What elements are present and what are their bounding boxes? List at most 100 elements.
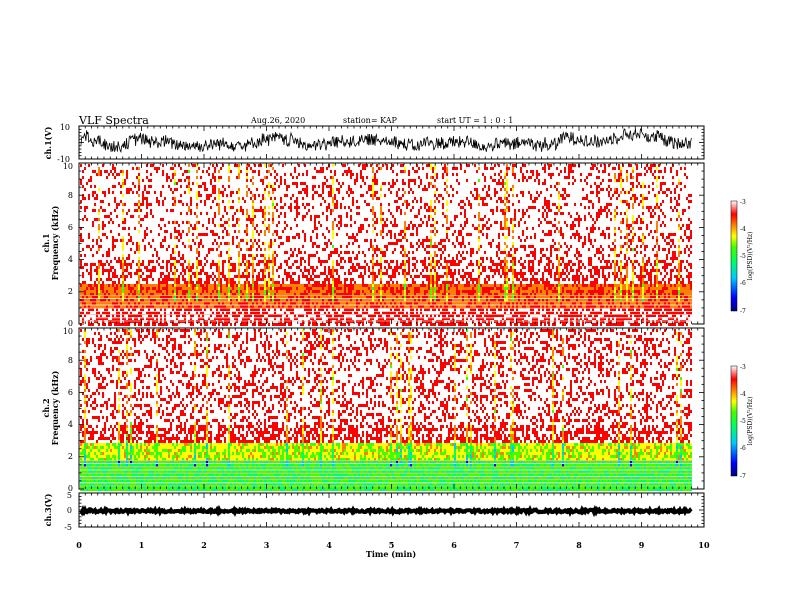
spec-cell xyxy=(184,287,186,290)
spec-cell xyxy=(182,257,184,260)
spec-cell xyxy=(186,257,188,260)
spec-cell xyxy=(150,200,152,203)
spec-cell xyxy=(94,203,96,206)
spec-cell xyxy=(206,269,208,272)
spec-cell xyxy=(184,200,186,203)
spec-cell xyxy=(82,323,84,326)
spec-cell xyxy=(146,215,148,218)
spec-cell xyxy=(156,305,158,308)
spec-cell xyxy=(168,248,170,251)
spec-cell xyxy=(148,323,150,326)
spec-cell xyxy=(246,224,248,227)
spec-cell xyxy=(120,287,122,290)
spec-cell xyxy=(162,299,164,302)
spec-cell xyxy=(250,212,252,215)
spec-cell xyxy=(156,197,158,200)
spec-cell xyxy=(182,266,184,269)
spec-cell xyxy=(166,203,168,206)
spec-cell xyxy=(118,179,120,182)
spec-cell xyxy=(120,200,122,203)
spec-cell xyxy=(130,236,132,239)
spec-cell xyxy=(264,167,266,170)
spec-cell xyxy=(256,206,258,209)
spec-cell xyxy=(100,269,102,272)
spec-cell xyxy=(264,230,266,233)
spec-cell xyxy=(214,215,216,218)
spec-cell xyxy=(110,188,112,191)
spec-cell xyxy=(124,185,126,188)
spec-cell xyxy=(142,194,144,197)
spec-cell xyxy=(96,167,98,170)
spec-cell xyxy=(80,287,82,290)
spec-cell xyxy=(188,263,190,266)
spec-cell xyxy=(220,200,222,203)
spec-cell xyxy=(204,170,206,173)
spec-cell xyxy=(146,299,148,302)
spec-cell xyxy=(170,200,172,203)
spec-cell xyxy=(198,212,200,215)
spec-cell xyxy=(244,164,246,167)
spec-cell xyxy=(226,317,228,320)
spec-cell xyxy=(198,302,200,305)
spec-cell xyxy=(230,320,232,323)
spec-cell xyxy=(144,311,146,314)
spec-cell xyxy=(164,236,166,239)
spec-cell xyxy=(130,254,132,257)
spec-cell xyxy=(108,260,110,263)
spec-cell xyxy=(172,203,174,206)
spec-cell xyxy=(166,170,168,173)
spec-cell xyxy=(130,323,132,326)
spec-cell xyxy=(86,296,88,299)
spec-cell xyxy=(210,302,212,305)
spec-cell xyxy=(118,302,120,305)
spec-cell xyxy=(182,251,184,254)
spec-cell xyxy=(260,308,262,311)
spec-cell xyxy=(176,323,178,326)
spec-cell xyxy=(234,233,236,236)
spec-cell xyxy=(262,176,264,179)
spec-cell xyxy=(140,275,142,278)
spec-cell xyxy=(150,287,152,290)
spec-cell xyxy=(128,287,130,290)
spec-cell xyxy=(236,305,238,308)
spec-cell xyxy=(114,197,116,200)
spec-cell xyxy=(170,173,172,176)
spec-cell xyxy=(144,203,146,206)
spec-cell xyxy=(232,317,234,320)
spec-cell xyxy=(236,302,238,305)
spec-cell xyxy=(112,212,114,215)
spec-cell xyxy=(108,206,110,209)
spec-cell xyxy=(202,215,204,218)
spec-cell xyxy=(92,266,94,269)
spec-cell xyxy=(258,233,260,236)
spec-cell xyxy=(114,248,116,251)
spec-cell xyxy=(120,170,122,173)
spec-cell xyxy=(230,212,232,215)
spec-cell xyxy=(202,254,204,257)
spec-cell xyxy=(86,269,88,272)
spec-cell xyxy=(110,305,112,308)
spec-cell xyxy=(134,185,136,188)
spec-cell xyxy=(202,164,204,167)
spec-cell xyxy=(194,251,196,254)
spec-cell xyxy=(160,290,162,293)
spec-cell xyxy=(144,179,146,182)
spec-cell xyxy=(234,188,236,191)
spec-cell xyxy=(240,323,242,326)
spec-cell xyxy=(104,215,106,218)
spec-cell xyxy=(180,248,182,251)
spec-cell xyxy=(198,188,200,191)
spec-cell xyxy=(152,293,154,296)
spec-cell xyxy=(262,230,264,233)
spec-cell xyxy=(192,257,194,260)
spec-cell xyxy=(154,221,156,224)
spec-cell xyxy=(198,266,200,269)
spec-cell xyxy=(112,173,114,176)
spec-cell xyxy=(174,191,176,194)
spec-cell xyxy=(168,290,170,293)
spec-cell xyxy=(240,221,242,224)
spec-cell xyxy=(234,245,236,248)
spec-cell xyxy=(164,206,166,209)
spec-cell xyxy=(170,311,172,314)
spec-cell xyxy=(184,209,186,212)
